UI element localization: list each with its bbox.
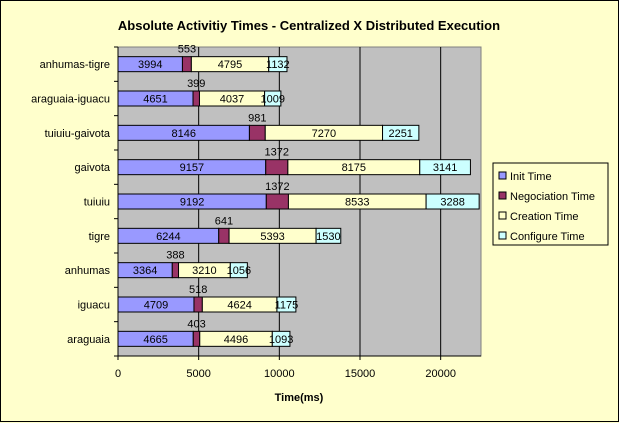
data-label: 1132 (266, 59, 290, 71)
bar-segment (171, 262, 180, 279)
data-label: 8146 (171, 128, 195, 140)
legend-swatch (498, 191, 507, 200)
legend: Init Time Negociation Time Creation Time Co… (492, 162, 609, 246)
data-label: 1009 (261, 94, 285, 106)
data-label: 1372 (265, 181, 289, 193)
legend-label: Negociation Time (510, 191, 595, 203)
bar-segment (382, 124, 420, 141)
data-label: 553 (178, 44, 196, 56)
data-label: 4037 (220, 94, 244, 106)
legend-swatch (498, 211, 507, 220)
bar-segment (265, 193, 289, 210)
category-label: gaivota (75, 162, 111, 174)
legend-label: Creation Time (510, 211, 578, 223)
bar-segment (218, 227, 230, 244)
data-label: 518 (189, 284, 207, 296)
bar-segment (315, 227, 342, 244)
bar-segment (276, 296, 297, 313)
data-label: 9192 (180, 197, 204, 209)
data-label: 4709 (144, 300, 168, 312)
data-label: 1093 (269, 334, 293, 346)
data-label: 4665 (143, 334, 167, 346)
bar-segment (181, 56, 192, 73)
bar-segment (192, 330, 201, 347)
category-label: araguaia (67, 334, 111, 346)
bar-segment (193, 296, 203, 313)
chart-title: Absolute Activitiy Times - Centralized X… (118, 18, 500, 33)
data-label: 4496 (224, 334, 248, 346)
legend-label: Configure Time (510, 231, 585, 243)
category-label: araguaia-iguacu (31, 94, 110, 106)
x-tick-label: 5000 (186, 368, 210, 380)
data-label: 1056 (227, 265, 251, 277)
bars: 3994 553 4795 1132 4651 399 4037 1009 8146 981 727… (117, 44, 480, 347)
data-label: 3210 (192, 265, 216, 277)
x-tick-label: 0 (115, 368, 121, 380)
data-label: 641 (215, 215, 233, 227)
data-label: 399 (187, 78, 205, 90)
bar-segment (419, 159, 471, 176)
category-label: tuiuiu-gaivota (45, 128, 111, 140)
data-label: 5393 (260, 231, 284, 243)
bar-segment (268, 56, 288, 73)
category-label: tigre (89, 231, 110, 243)
category-label: tuiuiu (84, 197, 110, 209)
data-label: 2251 (388, 128, 412, 140)
data-label: 4651 (143, 94, 167, 106)
legend-swatch (498, 231, 507, 240)
data-label: 1530 (316, 231, 340, 243)
data-label: 9157 (180, 162, 204, 174)
legend-swatch (498, 171, 507, 180)
axes: 0 5000 10000 15000 20000 anhumas-tigre araguai… (31, 46, 481, 380)
data-label: 3364 (133, 265, 157, 277)
data-label: 3141 (433, 162, 457, 174)
x-tick-label: 10000 (264, 368, 295, 380)
category-label: anhumas (65, 265, 111, 277)
bar-segment (271, 330, 291, 347)
bar-segment (192, 90, 200, 107)
category-label: anhumas-tigre (40, 59, 110, 71)
legend-label: Init Time (510, 171, 552, 183)
bar-segment (248, 124, 266, 141)
data-label: 3994 (138, 59, 162, 71)
category-label: iguacu (78, 300, 110, 312)
data-label: 4795 (218, 59, 242, 71)
x-tick-label: 15000 (345, 368, 376, 380)
bar-segment (264, 90, 282, 107)
data-label: 1372 (265, 147, 289, 159)
data-label: 4624 (227, 300, 251, 312)
data-label: 1175 (275, 300, 299, 312)
data-label: 8175 (342, 162, 366, 174)
data-label: 403 (187, 318, 205, 330)
x-axis-title: Time(ms) (275, 392, 324, 404)
data-label: 8533 (345, 197, 369, 209)
data-label: 981 (248, 112, 266, 124)
bar-segment (425, 193, 480, 210)
legend-box (492, 162, 609, 246)
bar-segment (229, 262, 248, 279)
data-label: 388 (166, 250, 184, 262)
data-label: 6244 (156, 231, 180, 243)
data-label: 7270 (312, 128, 336, 140)
bar-segment (265, 159, 289, 176)
x-tick-label: 20000 (425, 368, 456, 380)
data-label: 3288 (440, 197, 464, 209)
